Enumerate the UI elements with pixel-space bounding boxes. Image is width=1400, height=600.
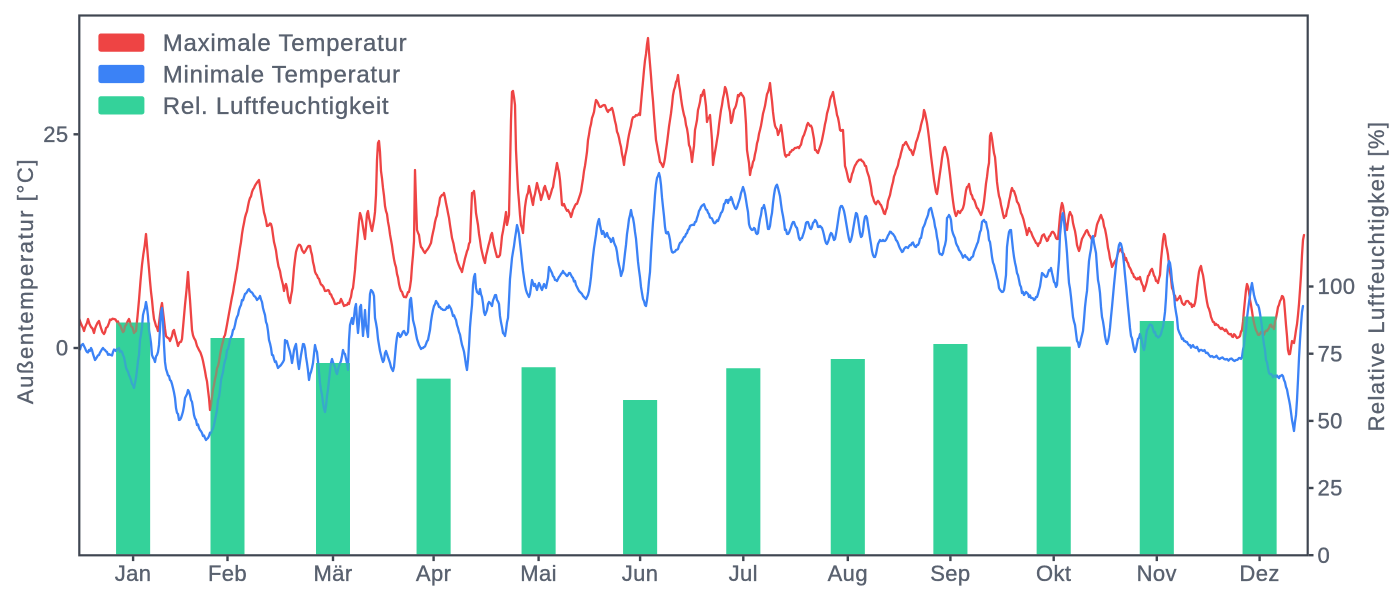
svg-text:Außentemperatur [°C]: Außentemperatur [°C] [13, 158, 38, 404]
svg-text:Aug: Aug [828, 561, 868, 586]
svg-text:Mai: Mai [520, 561, 557, 586]
svg-text:Dez: Dez [1239, 561, 1279, 586]
svg-text:Sep: Sep [930, 561, 970, 586]
svg-text:25: 25 [1318, 476, 1343, 501]
svg-text:Feb: Feb [208, 561, 247, 586]
svg-text:Jun: Jun [622, 561, 659, 586]
svg-text:Minimale Temperatur: Minimale Temperatur [163, 62, 401, 89]
svg-text:Okt: Okt [1036, 561, 1071, 586]
svg-text:Nov: Nov [1137, 561, 1177, 586]
svg-text:50: 50 [1318, 409, 1343, 434]
svg-text:Maximale Temperatur: Maximale Temperatur [163, 30, 408, 57]
svg-text:Rel. Luftfeuchtigkeit: Rel. Luftfeuchtigkeit [163, 93, 390, 120]
svg-text:Mär: Mär [313, 561, 352, 586]
svg-text:Jan: Jan [115, 561, 152, 586]
svg-text:Relative Luftfeuchtigkeit [%]: Relative Luftfeuchtigkeit [%] [1364, 121, 1389, 432]
svg-text:0: 0 [56, 336, 69, 361]
svg-text:75: 75 [1318, 341, 1343, 366]
svg-text:25: 25 [43, 122, 68, 147]
svg-text:Jul: Jul [729, 561, 758, 586]
svg-text:100: 100 [1318, 274, 1356, 299]
svg-text:0: 0 [1318, 543, 1331, 568]
svg-text:Apr: Apr [416, 561, 451, 586]
